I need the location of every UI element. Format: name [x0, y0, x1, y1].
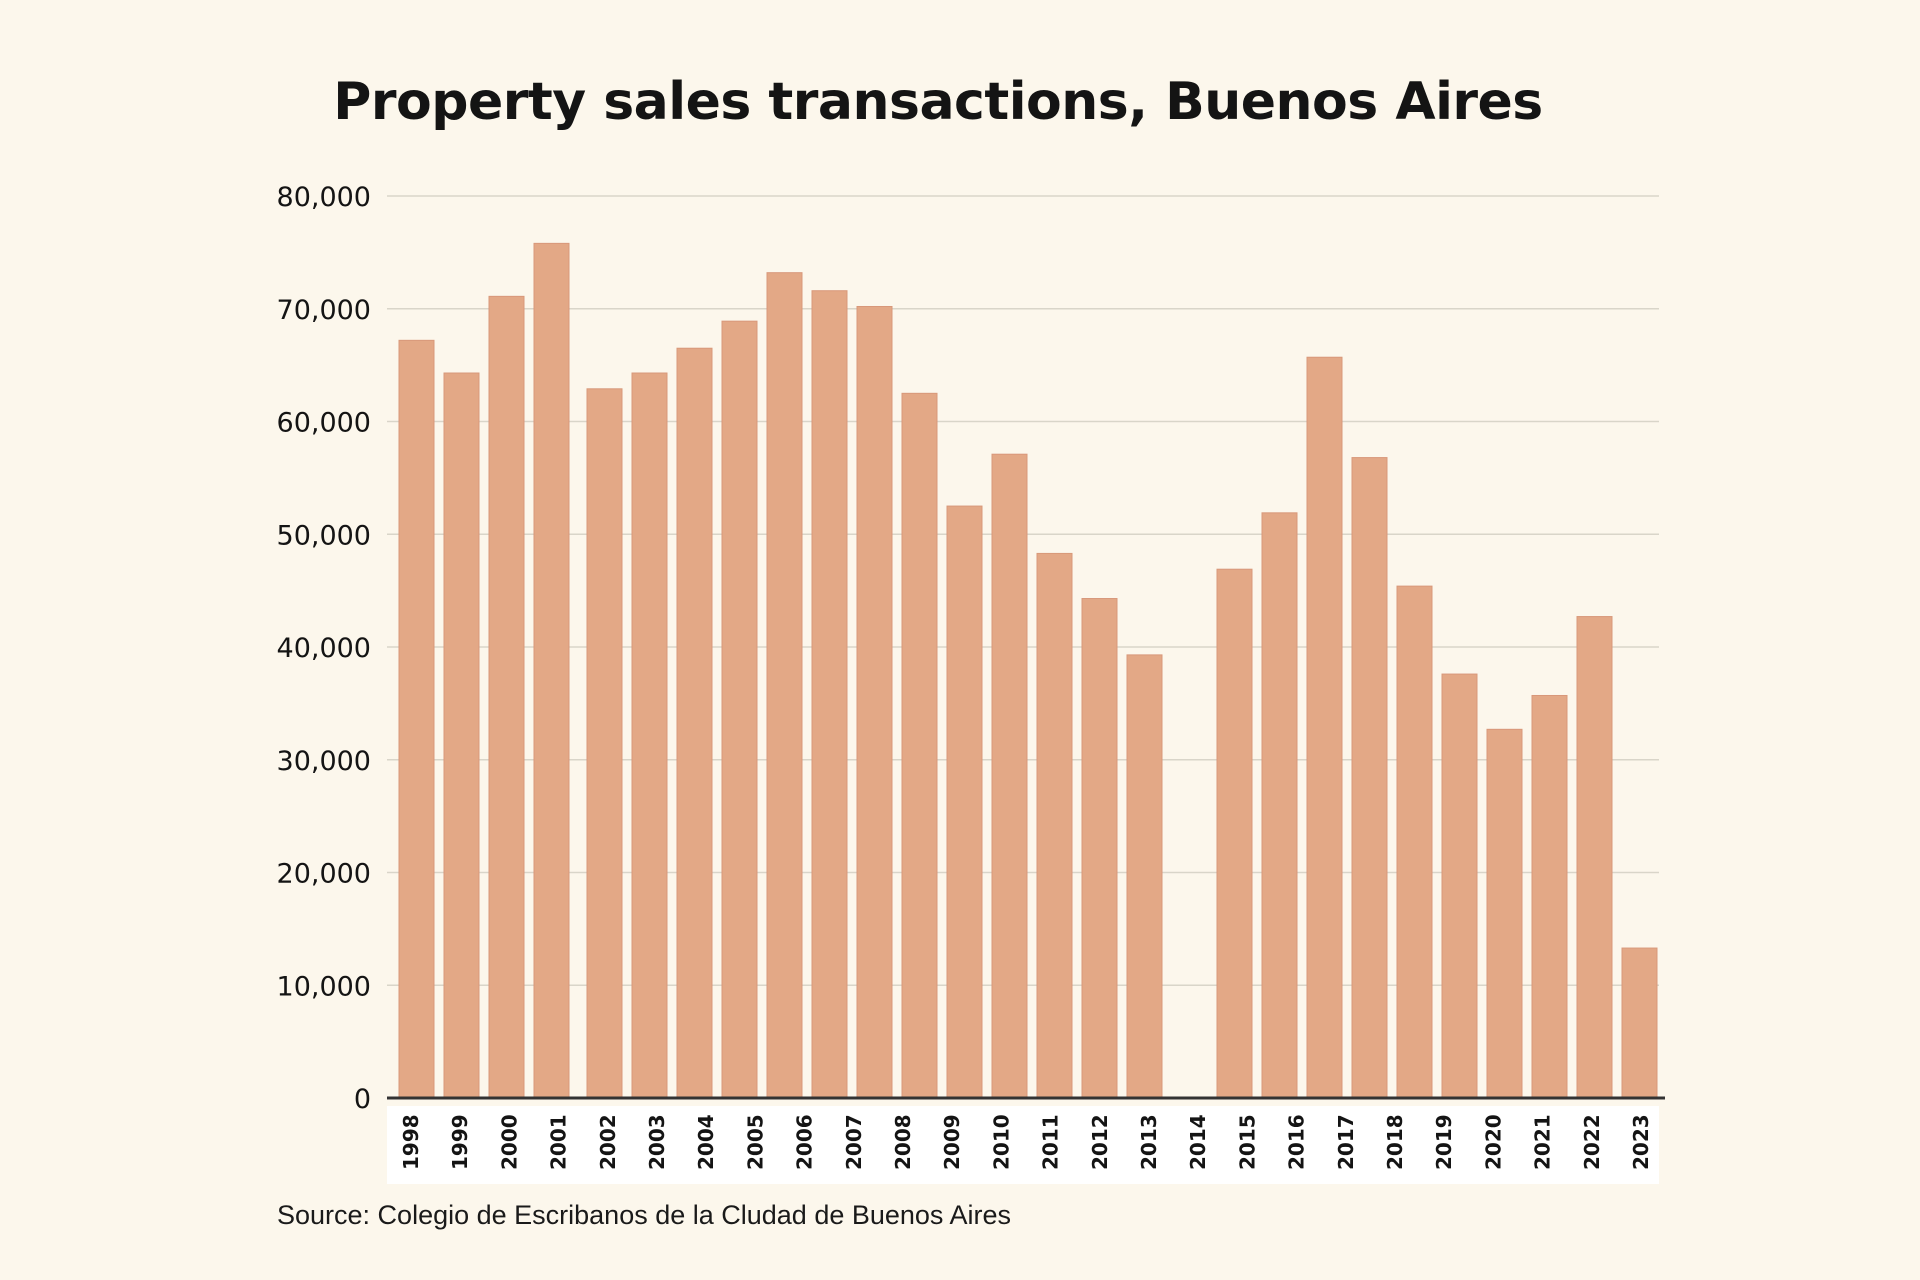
bar [1576, 616, 1613, 1099]
x-tick-label: 2003 [645, 1114, 669, 1170]
x-tick-label: 2000 [497, 1114, 521, 1170]
x-tick-label: 2007 [842, 1114, 866, 1170]
x-tick-label: 2014 [1186, 1114, 1210, 1170]
source-note: Source: Colegio de Escribanos de la Clud… [277, 1200, 1011, 1230]
bar [1351, 457, 1388, 1099]
y-tick-label: 0 [354, 1084, 371, 1115]
x-tick-label: 2009 [940, 1114, 964, 1170]
bar [533, 242, 570, 1099]
bar [856, 305, 893, 1099]
x-tick-label: 2012 [1088, 1114, 1112, 1170]
x-tick-label: 2004 [694, 1114, 718, 1170]
bar [811, 290, 848, 1099]
x-tick-label: 2006 [793, 1114, 817, 1170]
bar [1531, 694, 1568, 1099]
y-tick-label: 80,000 [277, 182, 371, 213]
chart-title: Property sales transactions, Buenos Aire… [333, 72, 1543, 132]
bar [1081, 598, 1118, 1099]
x-tick-label: 2001 [547, 1114, 571, 1170]
x-tick-label: 2023 [1629, 1114, 1653, 1170]
x-tick-label: 1999 [448, 1114, 472, 1170]
bar [1441, 673, 1478, 1099]
bar [1306, 356, 1343, 1099]
y-tick-label: 10,000 [277, 971, 371, 1002]
bar [1216, 568, 1253, 1099]
y-tick-label: 40,000 [277, 633, 371, 664]
y-tick-label: 50,000 [277, 520, 371, 551]
bar [721, 320, 758, 1099]
bar [586, 388, 623, 1099]
bar [1036, 552, 1073, 1099]
bar [1486, 728, 1523, 1099]
y-tick-label: 60,000 [277, 408, 371, 439]
bar [631, 372, 668, 1099]
bar [398, 339, 435, 1099]
bar [443, 372, 480, 1099]
x-tick-label: 2020 [1481, 1114, 1505, 1170]
x-tick-label: 2018 [1383, 1114, 1407, 1170]
x-tick-label: 2022 [1580, 1114, 1604, 1170]
bar [1621, 947, 1658, 1099]
bar [901, 392, 938, 1099]
x-tick-label: 2010 [989, 1114, 1013, 1170]
x-tick-label: 2013 [1137, 1114, 1161, 1170]
x-tick-label: 2017 [1334, 1114, 1358, 1170]
x-tick-label: 2016 [1285, 1114, 1309, 1170]
x-tick-label: 2021 [1531, 1114, 1555, 1170]
bar [946, 505, 983, 1099]
y-tick-label: 30,000 [277, 746, 371, 777]
bar [1396, 585, 1433, 1099]
x-tick-label: 2002 [596, 1114, 620, 1170]
x-tick-label: 2005 [743, 1114, 767, 1170]
x-tick-label: 2015 [1235, 1114, 1259, 1170]
y-tick-label: 20,000 [277, 859, 371, 890]
bar [1126, 654, 1163, 1099]
bar [488, 295, 525, 1099]
bar [1261, 512, 1298, 1099]
y-tick-label: 70,000 [277, 295, 371, 326]
x-tick-label: 1998 [399, 1114, 423, 1170]
x-tick-label: 2008 [891, 1114, 915, 1170]
bar [676, 347, 713, 1099]
bar [991, 453, 1028, 1099]
x-tick-label: 2019 [1432, 1114, 1456, 1170]
x-tick-label: 2011 [1039, 1114, 1063, 1170]
bar [766, 272, 803, 1099]
x-label-band [387, 1106, 1659, 1184]
